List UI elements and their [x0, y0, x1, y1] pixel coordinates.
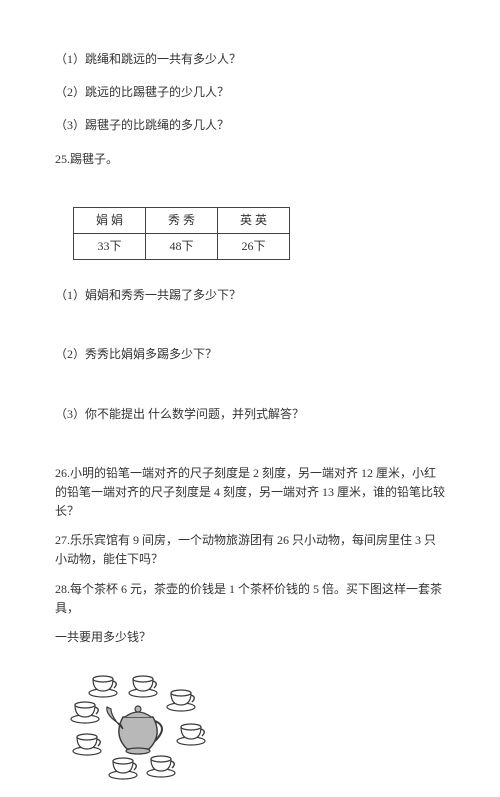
q25-sub3: （3）你不能提出 什么数学问题，并列式解答？: [55, 405, 445, 424]
q25-sub2: （2）秀秀比娟娟多踢多少下？: [55, 345, 445, 364]
q-a-2: （2）跳远的比踢毽子的少几人？: [55, 83, 445, 102]
q-a-1: （1）跳绳和跳远的一共有多少人？: [55, 50, 445, 69]
table-header: 英 英: [218, 207, 290, 233]
q26: 26.小明的铅笔一端对齐的尺子刻度是 2 刻度，另一端对齐 12 厘米，小红的铅…: [55, 464, 445, 522]
table-cell: 33下: [74, 233, 146, 259]
q25-title: 25.踢毽子。: [55, 150, 445, 169]
table-cell: 26下: [218, 233, 290, 259]
q28-line2: 一共要用多少钱？: [55, 628, 445, 647]
table-cell: 48下: [146, 233, 218, 259]
table-header: 秀 秀: [146, 207, 218, 233]
q27: 27.乐乐宾馆有 9 间房，一个动物旅游团有 26 只小动物，每间房里住 3 只…: [55, 531, 445, 569]
q28-line1: 28.每个茶杯 6 元，茶壶的价钱是 1 个茶杯价钱的 5 倍。买下图这样一套茶…: [55, 580, 445, 618]
q25-table: 娟 娟 秀 秀 英 英 33下 48下 26下: [73, 207, 290, 260]
teaset-illustration: [67, 661, 445, 797]
q25-sub1: （1）娟娟和秀秀一共踢了多少下？: [55, 286, 445, 305]
table-header: 娟 娟: [74, 207, 146, 233]
q-a-3: （3）踢毽子的比跳绳的多几人？: [55, 116, 445, 135]
